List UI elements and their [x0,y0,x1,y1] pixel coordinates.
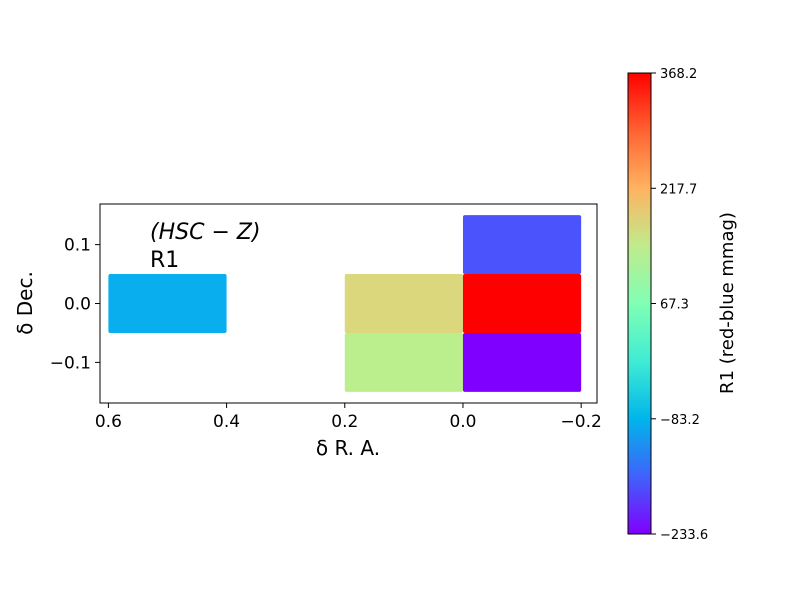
colorbar-tick-label: 67.3 [660,298,689,313]
colorbar-tick-label: 217.7 [660,182,697,197]
x-axis-ticks: 0.6 0.4 0.2 0.0 −0.2 [95,403,602,432]
y-tick-label: 0.0 [64,295,91,315]
x-tick-label: 0.4 [213,412,240,432]
heatmap-cell-1 [344,274,463,333]
heatmap-cell-3 [462,215,582,275]
y-tick-label: −0.1 [50,353,91,373]
x-tick-label: 0.0 [449,412,476,432]
heatmap-cell-4 [462,274,582,333]
y-tick-label: 0.1 [64,236,91,256]
x-tick-label: 0.6 [95,412,122,432]
x-tick-label: −0.2 [561,412,602,432]
colorbar-tick-label: 368.2 [660,67,697,82]
colorbar-tick-label: −83.2 [660,413,700,428]
heatmap-cell-5 [462,332,582,392]
colorbar-label: R1 (red-blue mmag) [717,212,738,394]
heatmap-cell-2 [344,332,463,392]
heatmap-cell-0 [108,274,227,333]
y-axis-label: δ Dec. [13,271,37,335]
colorbar-tick-label: −233.6 [660,528,708,543]
panel-label-filter: (HSC − Z) [150,220,261,245]
colorbar [627,72,652,535]
heatmap-cells [108,215,582,392]
y-axis-ticks: 0.1 0.0 −0.1 [50,236,100,373]
colorbar-ticks: −233.6 −83.2 67.3 217.7 368.2 [651,67,708,543]
x-tick-label: 0.2 [331,412,358,432]
panel-label-region: R1 [150,248,179,273]
x-axis-label: δ R. A. [316,436,380,460]
